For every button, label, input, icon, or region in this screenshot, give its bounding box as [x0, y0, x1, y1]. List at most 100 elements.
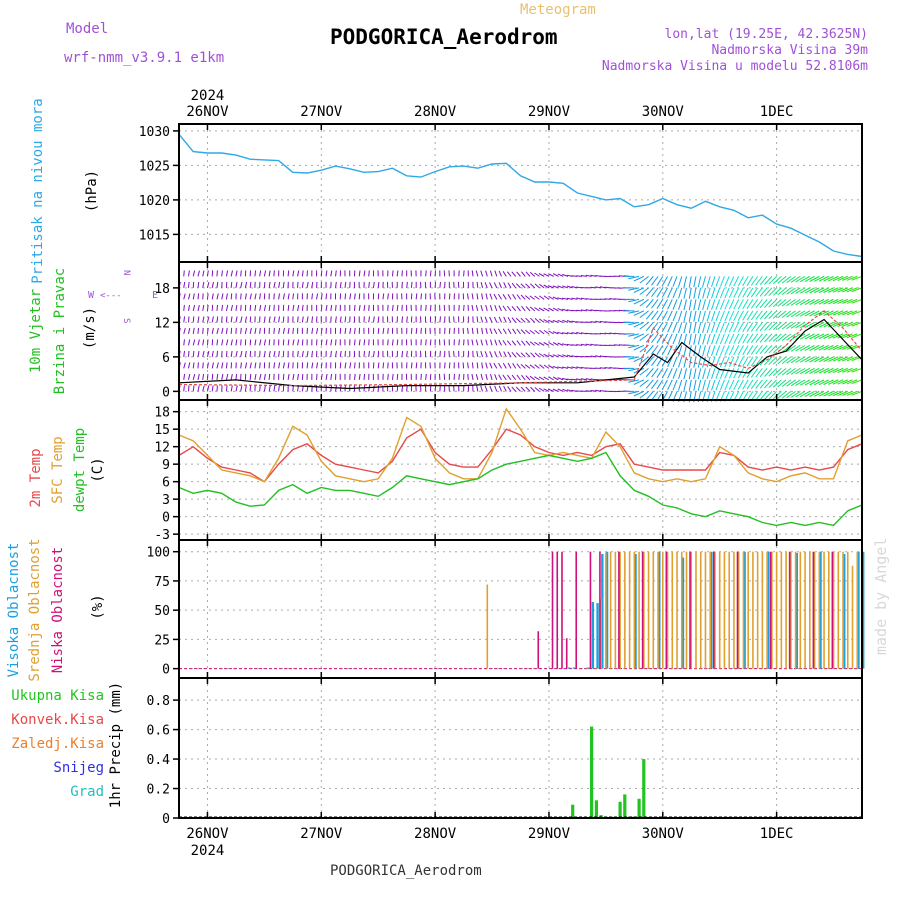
y-tick-label: 25	[154, 633, 170, 648]
wind-arrow	[657, 311, 663, 320]
wind-arrow	[364, 270, 365, 276]
wind-arrow	[369, 351, 370, 357]
wind-arrow	[544, 377, 549, 380]
wind-arrow	[274, 386, 275, 392]
wind-arrow	[307, 317, 308, 323]
wind-arrow	[188, 363, 189, 369]
wind-arrow	[490, 305, 492, 311]
wind-arrow	[673, 380, 677, 390]
wind-arrow	[720, 334, 724, 344]
wind-arrow	[684, 368, 687, 379]
wind-arrow	[534, 377, 539, 380]
wind-arrow	[226, 351, 227, 357]
wind-arrow	[689, 276, 691, 287]
wind-arrow	[490, 282, 493, 287]
wind-arrow	[203, 271, 204, 277]
wind-arrow	[504, 317, 507, 322]
wind-arrow	[712, 322, 715, 332]
y-tick-label: 6	[162, 476, 170, 491]
wind-arrow	[217, 282, 218, 288]
wind-arrow	[198, 351, 199, 357]
wind-arrow	[738, 299, 743, 309]
series-line	[179, 409, 862, 482]
wind-arrow	[241, 317, 242, 323]
wind-arrow	[782, 368, 791, 375]
wind-arrow	[725, 299, 729, 309]
wind-arrow	[354, 293, 355, 299]
wind-arrow	[485, 351, 487, 357]
wind-arrow	[521, 387, 525, 391]
wind-arrow	[198, 271, 200, 277]
wind-arrow	[388, 374, 389, 380]
wind-arrow	[274, 328, 275, 334]
wind-arrow	[472, 270, 473, 276]
wind-arrow	[378, 282, 379, 288]
wind-arrow	[694, 334, 696, 345]
wind-arrow	[773, 380, 781, 387]
wind-arrow	[490, 271, 492, 277]
wind-arrow	[477, 328, 478, 334]
wind-arrow	[499, 386, 501, 392]
wind-arrow	[236, 339, 237, 345]
wind-arrow	[490, 386, 492, 392]
wind-arrow	[392, 305, 393, 311]
precip-legend-item: Snijeg	[53, 760, 104, 776]
pressure-axis-label: Pritisak na nivou mora	[30, 98, 46, 283]
wind-arrow	[535, 296, 540, 299]
wind-arrow	[773, 276, 781, 283]
wind-arrow	[264, 340, 265, 346]
wind-arrow	[283, 363, 284, 369]
wind-arrow	[212, 328, 213, 334]
y-tick-label: 18	[154, 406, 170, 421]
wind-arrow	[193, 385, 194, 391]
model-name: wrf-nmm_v3.9.1 e1km	[64, 50, 224, 66]
wind-arrow	[486, 328, 487, 334]
wind-arrow	[805, 334, 815, 339]
wind-arrow	[499, 363, 502, 368]
wind-arrow	[440, 282, 441, 288]
wind-arrow	[184, 270, 185, 276]
wind-arrow	[707, 345, 710, 356]
wind-arrow	[264, 386, 265, 392]
wind-arrow	[805, 357, 815, 362]
y-tick-label: 6	[162, 351, 170, 366]
wind-arrow	[679, 288, 682, 299]
wind-arrow	[517, 295, 521, 300]
wind-arrow	[495, 340, 497, 346]
wind-arrow	[207, 386, 208, 392]
wind-arrow	[274, 282, 275, 288]
wind-arrow	[336, 282, 337, 288]
wind-arrow	[673, 334, 677, 344]
wind-arrow	[491, 374, 493, 380]
y-tick-label: 1015	[139, 228, 170, 243]
wind-arrow	[549, 342, 554, 345]
wind-arrow	[481, 351, 483, 357]
wind-arrow	[504, 352, 507, 357]
wind-arrow	[800, 380, 810, 385]
wind-arrow	[508, 283, 511, 288]
wind-arrow	[694, 288, 696, 299]
wind-arrow	[782, 334, 791, 341]
wind-arrow	[416, 293, 417, 299]
wind-arrow	[516, 284, 520, 288]
wind-arrow	[321, 305, 322, 311]
compass-arrow-h: <---	[100, 291, 122, 301]
wind-arrow	[359, 270, 360, 276]
model-label: Model	[66, 21, 108, 37]
wind-arrow	[402, 316, 403, 322]
wind-arrow	[544, 343, 549, 346]
wind-arrow	[407, 351, 408, 357]
wind-arrow	[512, 341, 516, 346]
wind-arrow	[217, 363, 218, 369]
wind-arrow	[725, 334, 729, 344]
wind-arrow	[378, 328, 379, 334]
wind-arrow	[657, 380, 663, 389]
wind-arrow	[517, 329, 521, 334]
wind-arrow	[512, 283, 516, 288]
wind-arrow	[481, 374, 482, 380]
wind-arrow	[435, 351, 436, 357]
wind-arrow	[198, 340, 199, 346]
wind-arrow	[207, 339, 208, 345]
